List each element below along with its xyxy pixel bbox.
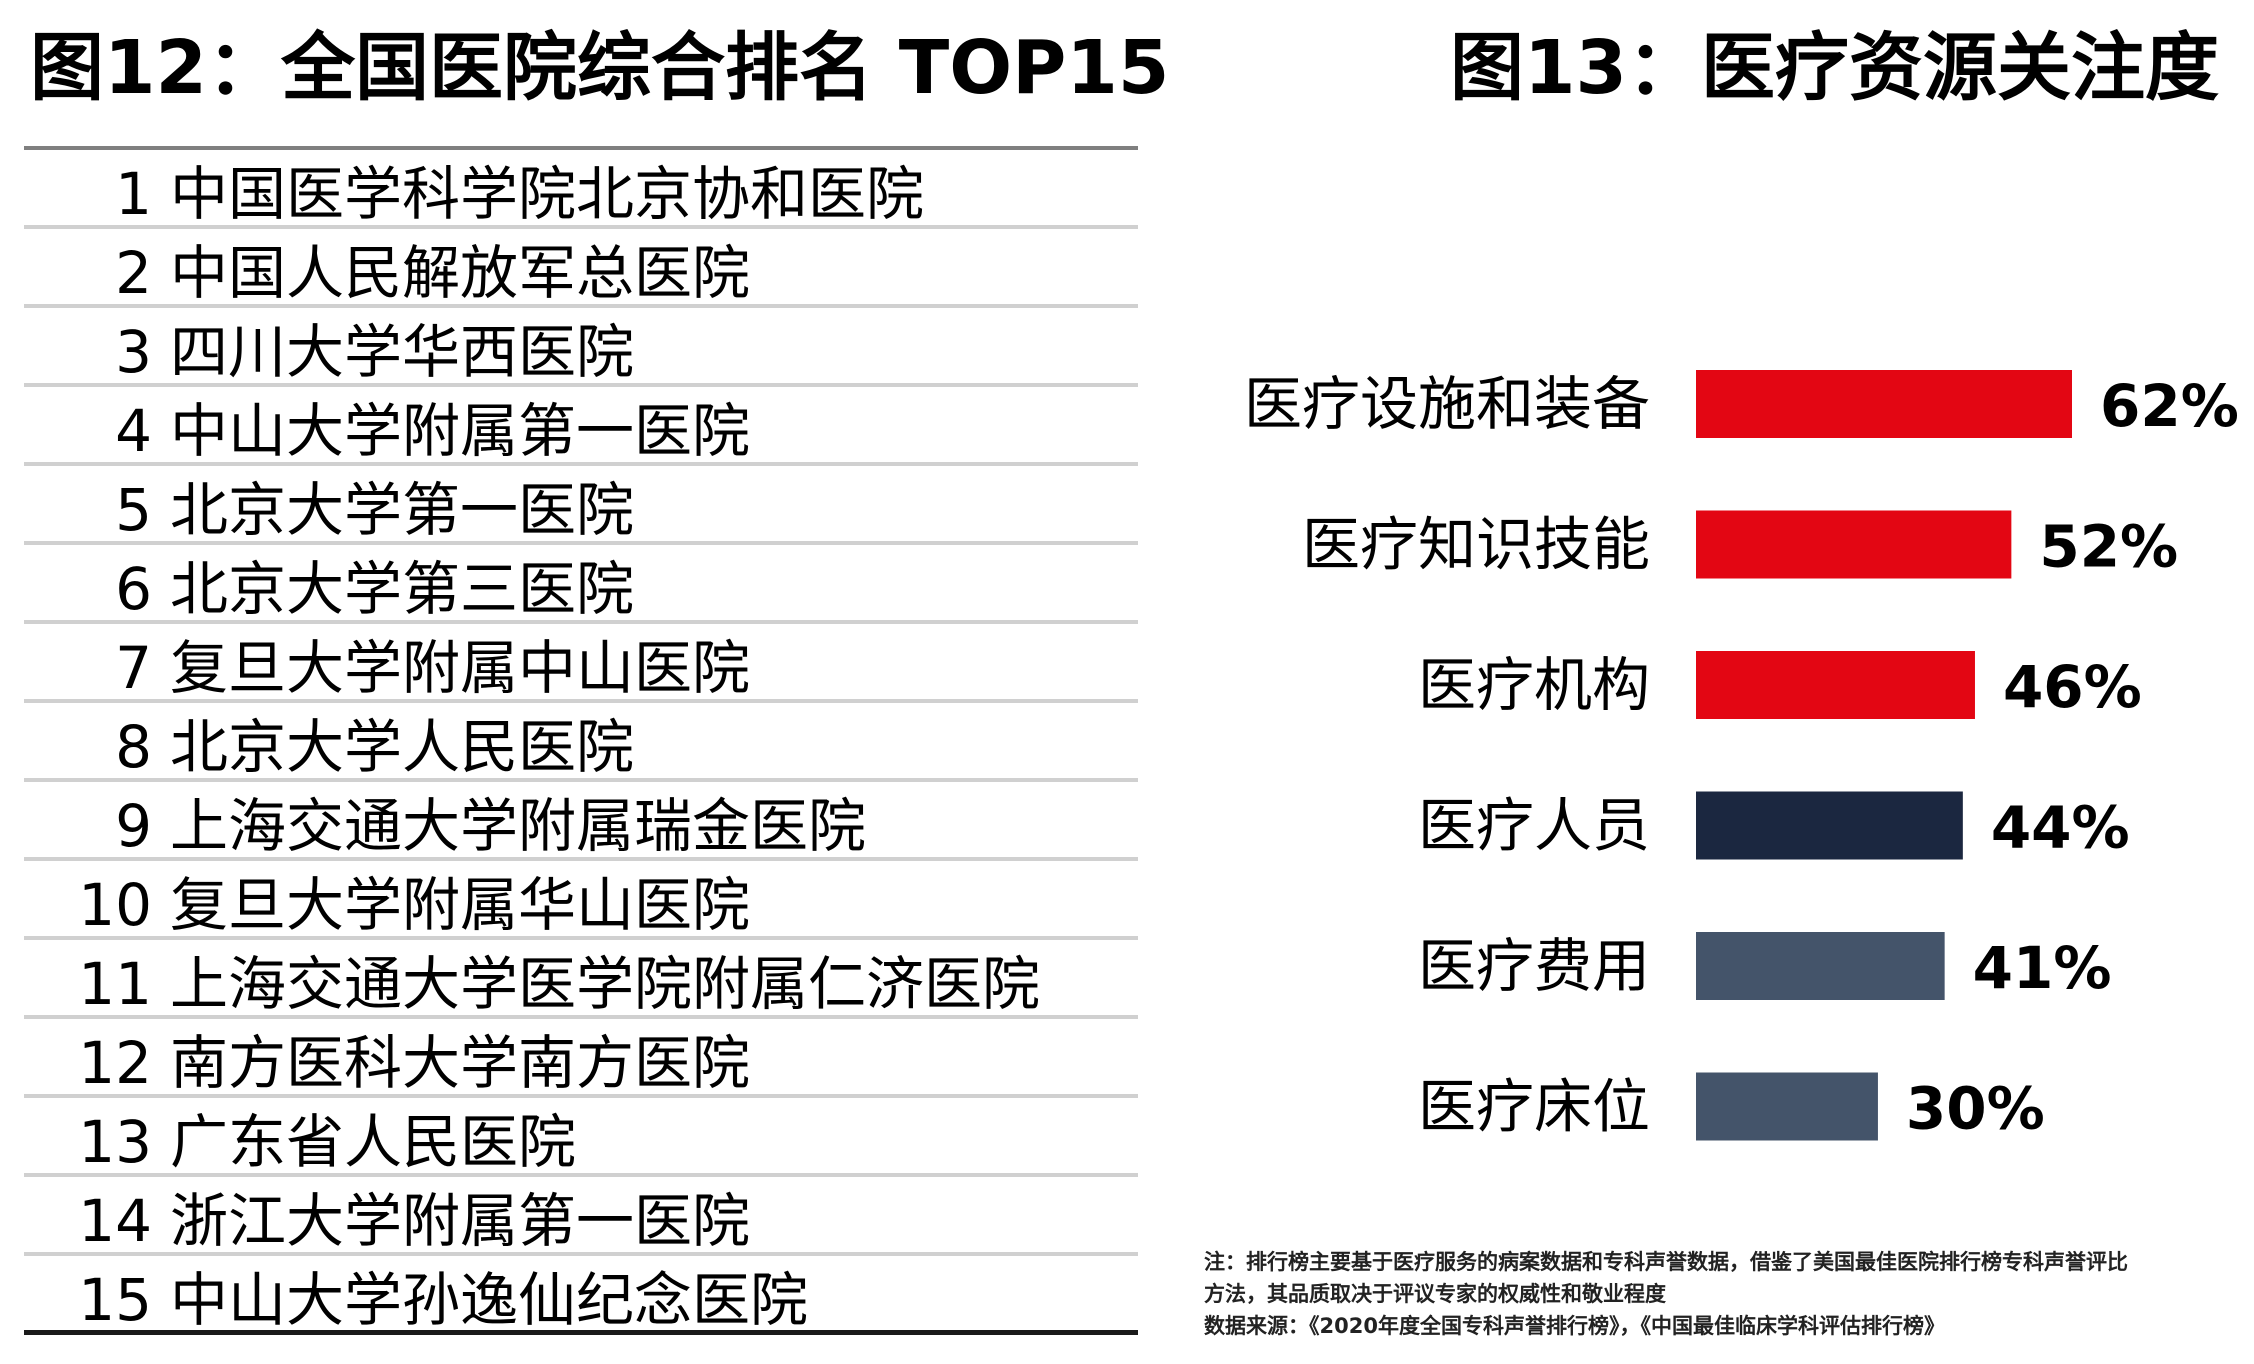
- hospital-name: 四川大学华西医院: [170, 318, 635, 386]
- note-line-3: 数据来源：《2020年度全国专科声誉排行榜》，《中国最佳临床学科评估排行榜》: [1204, 1314, 1945, 1338]
- table-row: 3 四川大学华西医院: [24, 308, 1138, 387]
- resource-attention-bar-chart: 医疗设施和装备 62% 医疗知识技能 52% 医疗机构 46% 医疗人员 44% 医疗费用 41%…: [1180, 330, 2240, 1170]
- rank-number: 1: [115, 160, 152, 228]
- hospital-name: 上海交通大学医学院附属仁济医院: [170, 950, 1041, 1018]
- table-row: 13 广东省人民医院: [24, 1098, 1138, 1177]
- bar: [1696, 510, 2012, 579]
- bar: [1696, 651, 1975, 719]
- bar: [1696, 1072, 1878, 1141]
- table-row: 12 南方医科大学南方医院: [24, 1019, 1138, 1098]
- category-label: 医疗人员: [1418, 792, 1650, 860]
- table-row: 6 北京大学第三医院: [24, 545, 1138, 624]
- hospital-name: 上海交通大学附属瑞金医院: [170, 792, 867, 860]
- rank-number: 2: [115, 239, 152, 307]
- category-label: 医疗床位: [1418, 1073, 1650, 1141]
- rank-number: 12: [78, 1029, 152, 1097]
- hospital-name: 中山大学孙逸仙纪念医院: [170, 1266, 809, 1334]
- hospital-name: 中国人民解放军总医院: [170, 239, 751, 307]
- hospital-name: 北京大学第三医院: [170, 555, 635, 623]
- rank-number: 3: [115, 318, 152, 386]
- footnotes: 注：排行榜主要基于医疗服务的病案数据和专科声誉数据，借鉴了美国最佳医院排行榜专科…: [1204, 1246, 2244, 1342]
- value-label: 46%: [2003, 653, 2142, 721]
- hospital-name: 复旦大学附属中山医院: [170, 634, 751, 702]
- rank-number: 6: [115, 555, 152, 623]
- category-label: 医疗机构: [1418, 651, 1650, 719]
- note-line-2: 方法，其品质取决于评议专家的权威性和敬业程度: [1204, 1282, 1666, 1306]
- note-line-1: 注：排行榜主要基于医疗服务的病案数据和专科声誉数据，借鉴了美国最佳医院排行榜专科…: [1204, 1250, 2128, 1274]
- table-row: 11 上海交通大学医学院附属仁济医院: [24, 940, 1138, 1019]
- bar: [1696, 791, 1963, 860]
- value-label: 41%: [1973, 934, 2112, 1002]
- table-top-rule: [24, 146, 1138, 150]
- hospital-ranking-table: 1 中国医学科学院北京协和医院 2 中国人民解放军总医院 3 四川大学华西医院 4 中山大学附…: [24, 146, 1138, 1335]
- ranking-rows: 1 中国医学科学院北京协和医院 2 中国人民解放军总医院 3 四川大学华西医院 4 中山大学附…: [24, 150, 1138, 1335]
- table-row: 14 浙江大学附属第一医院: [24, 1177, 1138, 1256]
- table-row: 10 复旦大学附属华山医院: [24, 861, 1138, 940]
- table-row: 8 北京大学人民医院: [24, 703, 1138, 782]
- hospital-name: 南方医科大学南方医院: [170, 1029, 751, 1097]
- rank-number: 14: [78, 1187, 152, 1255]
- rank-number: 8: [115, 713, 152, 781]
- table-row: 15 中山大学孙逸仙纪念医院: [24, 1256, 1138, 1335]
- rank-number: 7: [115, 634, 152, 702]
- hospital-name: 中国医学科学院北京协和医院: [170, 160, 925, 228]
- left-figure-title: 图12：全国医院综合排名 TOP15: [30, 25, 1170, 111]
- value-label: 52%: [2039, 513, 2178, 581]
- rank-number: 13: [78, 1108, 152, 1176]
- hospital-name: 北京大学人民医院: [170, 713, 635, 781]
- table-row: 2 中国人民解放军总医院: [24, 229, 1138, 308]
- table-row: 5 北京大学第一医院: [24, 466, 1138, 545]
- bar: [1696, 932, 1945, 1000]
- category-label: 医疗费用: [1418, 932, 1650, 1000]
- table-row: 4 中山大学附属第一医院: [24, 387, 1138, 466]
- table-row: 7 复旦大学附属中山医院: [24, 624, 1138, 703]
- rank-number: 15: [78, 1266, 152, 1334]
- bar: [1696, 370, 2072, 438]
- value-label: 44%: [1991, 794, 2130, 862]
- rank-number: 11: [78, 950, 152, 1018]
- rank-number: 4: [115, 397, 152, 465]
- category-label: 医疗知识技能: [1302, 511, 1650, 579]
- rank-number: 9: [115, 792, 152, 860]
- hospital-name: 中山大学附属第一医院: [170, 397, 751, 465]
- rank-number: 10: [78, 871, 152, 939]
- value-label: 30%: [1906, 1075, 2045, 1143]
- bar-chart-svg: 医疗设施和装备 62% 医疗知识技能 52% 医疗机构 46% 医疗人员 44% 医疗费用 41%…: [1244, 370, 2239, 1143]
- hospital-name: 浙江大学附属第一医院: [170, 1187, 751, 1255]
- hospital-name: 复旦大学附属华山医院: [170, 871, 751, 939]
- hospital-name: 广东省人民医院: [170, 1108, 577, 1176]
- category-label: 医疗设施和装备: [1244, 370, 1650, 438]
- hospital-name: 北京大学第一医院: [170, 476, 635, 544]
- right-figure-title: 图13：医疗资源关注度: [1450, 25, 2219, 111]
- value-label: 62%: [2100, 372, 2239, 440]
- table-row: 9 上海交通大学附属瑞金医院: [24, 782, 1138, 861]
- table-row: 1 中国医学科学院北京协和医院: [24, 150, 1138, 229]
- rank-number: 5: [115, 476, 152, 544]
